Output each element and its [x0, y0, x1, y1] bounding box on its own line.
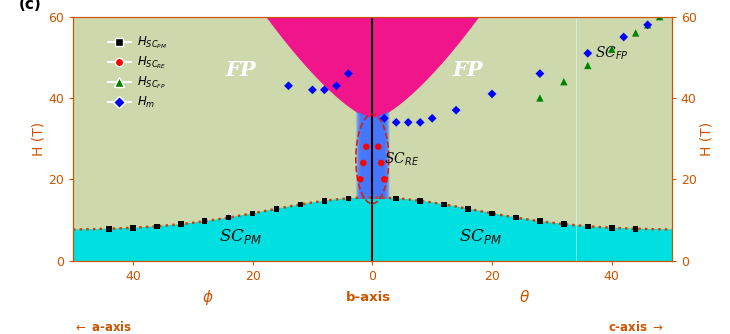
Point	[295, 202, 307, 207]
Point	[582, 63, 593, 68]
Point	[358, 160, 369, 166]
Point	[127, 225, 139, 230]
Y-axis label: H (T): H (T)	[699, 122, 713, 156]
Point	[582, 50, 593, 56]
Point	[510, 215, 522, 220]
Point	[606, 225, 618, 230]
Point	[606, 46, 618, 52]
Point	[391, 196, 402, 201]
Point	[283, 83, 294, 89]
Text: (c): (c)	[19, 0, 42, 12]
Text: $\leftarrow$ a-axis: $\leftarrow$ a-axis	[73, 320, 132, 334]
Point	[654, 14, 666, 19]
Text: FP: FP	[453, 59, 483, 79]
Text: SC$_{RE}$: SC$_{RE}$	[384, 150, 420, 168]
Point	[331, 83, 342, 89]
Point	[247, 211, 258, 216]
Point	[582, 224, 593, 229]
Text: SC$_{PM}$: SC$_{PM}$	[458, 227, 502, 245]
Point	[391, 120, 402, 125]
Point	[307, 87, 318, 93]
Point	[630, 226, 642, 231]
Point	[486, 91, 498, 97]
Point	[438, 202, 450, 207]
Text: SC$_{FP}$: SC$_{FP}$	[595, 44, 629, 62]
Point	[462, 206, 474, 211]
Text: $\theta$: $\theta$	[518, 289, 530, 305]
Point	[630, 30, 642, 36]
Point	[642, 22, 653, 27]
Text: $\phi$: $\phi$	[202, 288, 214, 307]
Point	[271, 206, 283, 211]
Text: c-axis $\rightarrow$: c-axis $\rightarrow$	[608, 320, 664, 334]
Point	[318, 198, 330, 203]
Point	[558, 79, 569, 85]
Point	[318, 87, 330, 93]
Point	[642, 22, 653, 27]
Text: SC$_{PM}$: SC$_{PM}$	[219, 227, 262, 245]
Point	[361, 144, 372, 149]
Point	[342, 71, 354, 76]
Point	[415, 120, 426, 125]
Point	[103, 226, 115, 231]
Point	[378, 116, 390, 121]
Text: b-axis: b-axis	[346, 291, 391, 304]
Point	[486, 211, 498, 216]
Point	[402, 120, 414, 125]
Point	[426, 116, 438, 121]
Point	[375, 160, 387, 166]
Point	[534, 218, 546, 224]
Point	[534, 95, 546, 101]
Point	[415, 198, 426, 203]
Point	[151, 224, 163, 229]
Point	[223, 215, 234, 220]
Point	[534, 71, 546, 76]
Point	[558, 221, 569, 227]
Point	[355, 177, 366, 182]
Y-axis label: H (T): H (T)	[31, 122, 45, 156]
Point	[175, 221, 187, 227]
Point	[378, 177, 390, 182]
Point	[450, 108, 462, 113]
Point	[199, 218, 210, 224]
Legend: $H_{SC_{PM}}$, $H_{SC_{RE}}$, $H_{SC_{FP}}$, $H_m$: $H_{SC_{PM}}$, $H_{SC_{RE}}$, $H_{SC_{FP…	[103, 30, 172, 115]
Point	[342, 196, 354, 201]
Point	[618, 34, 629, 40]
Text: FP: FP	[226, 59, 256, 79]
Point	[372, 144, 384, 149]
